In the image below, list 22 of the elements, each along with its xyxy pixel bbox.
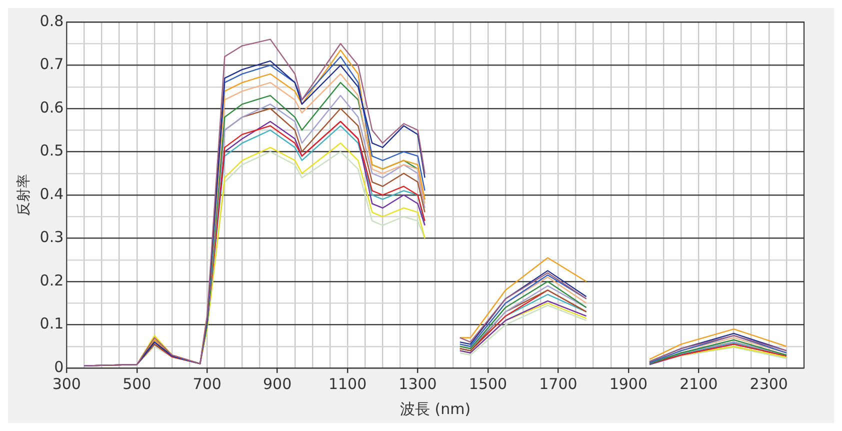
y-tick-label: 0 [54,358,64,376]
x-tick-label: 1300 [398,374,437,393]
x-tick-label: 1900 [609,374,648,393]
x-tick-label: 1700 [539,374,578,393]
y-axis-title: 反射率 [16,174,32,216]
x-tick-label: 900 [263,374,292,393]
x-tick-label: 300 [52,374,81,393]
y-tick-label: 0.7 [40,55,64,74]
x-tick-label: 500 [122,374,152,393]
x-tick-label: 1500 [468,374,508,393]
x-axis-title: 波長 (nm) [400,400,471,418]
y-tick-label: 0.5 [40,142,64,160]
x-tick-label: 2300 [750,374,788,393]
x-tick-label: 2100 [680,374,718,393]
y-tick-label: 0.3 [40,228,64,246]
y-tick-label: 0.8 [40,12,64,30]
x-tick-label: 700 [192,374,222,393]
x-tick-label: 1100 [328,374,367,393]
y-tick-label: 0.6 [40,98,64,116]
y-tick-label: 0.1 [40,314,64,333]
y-tick-label: 0.4 [40,184,64,203]
y-tick-label: 0.2 [40,271,64,290]
